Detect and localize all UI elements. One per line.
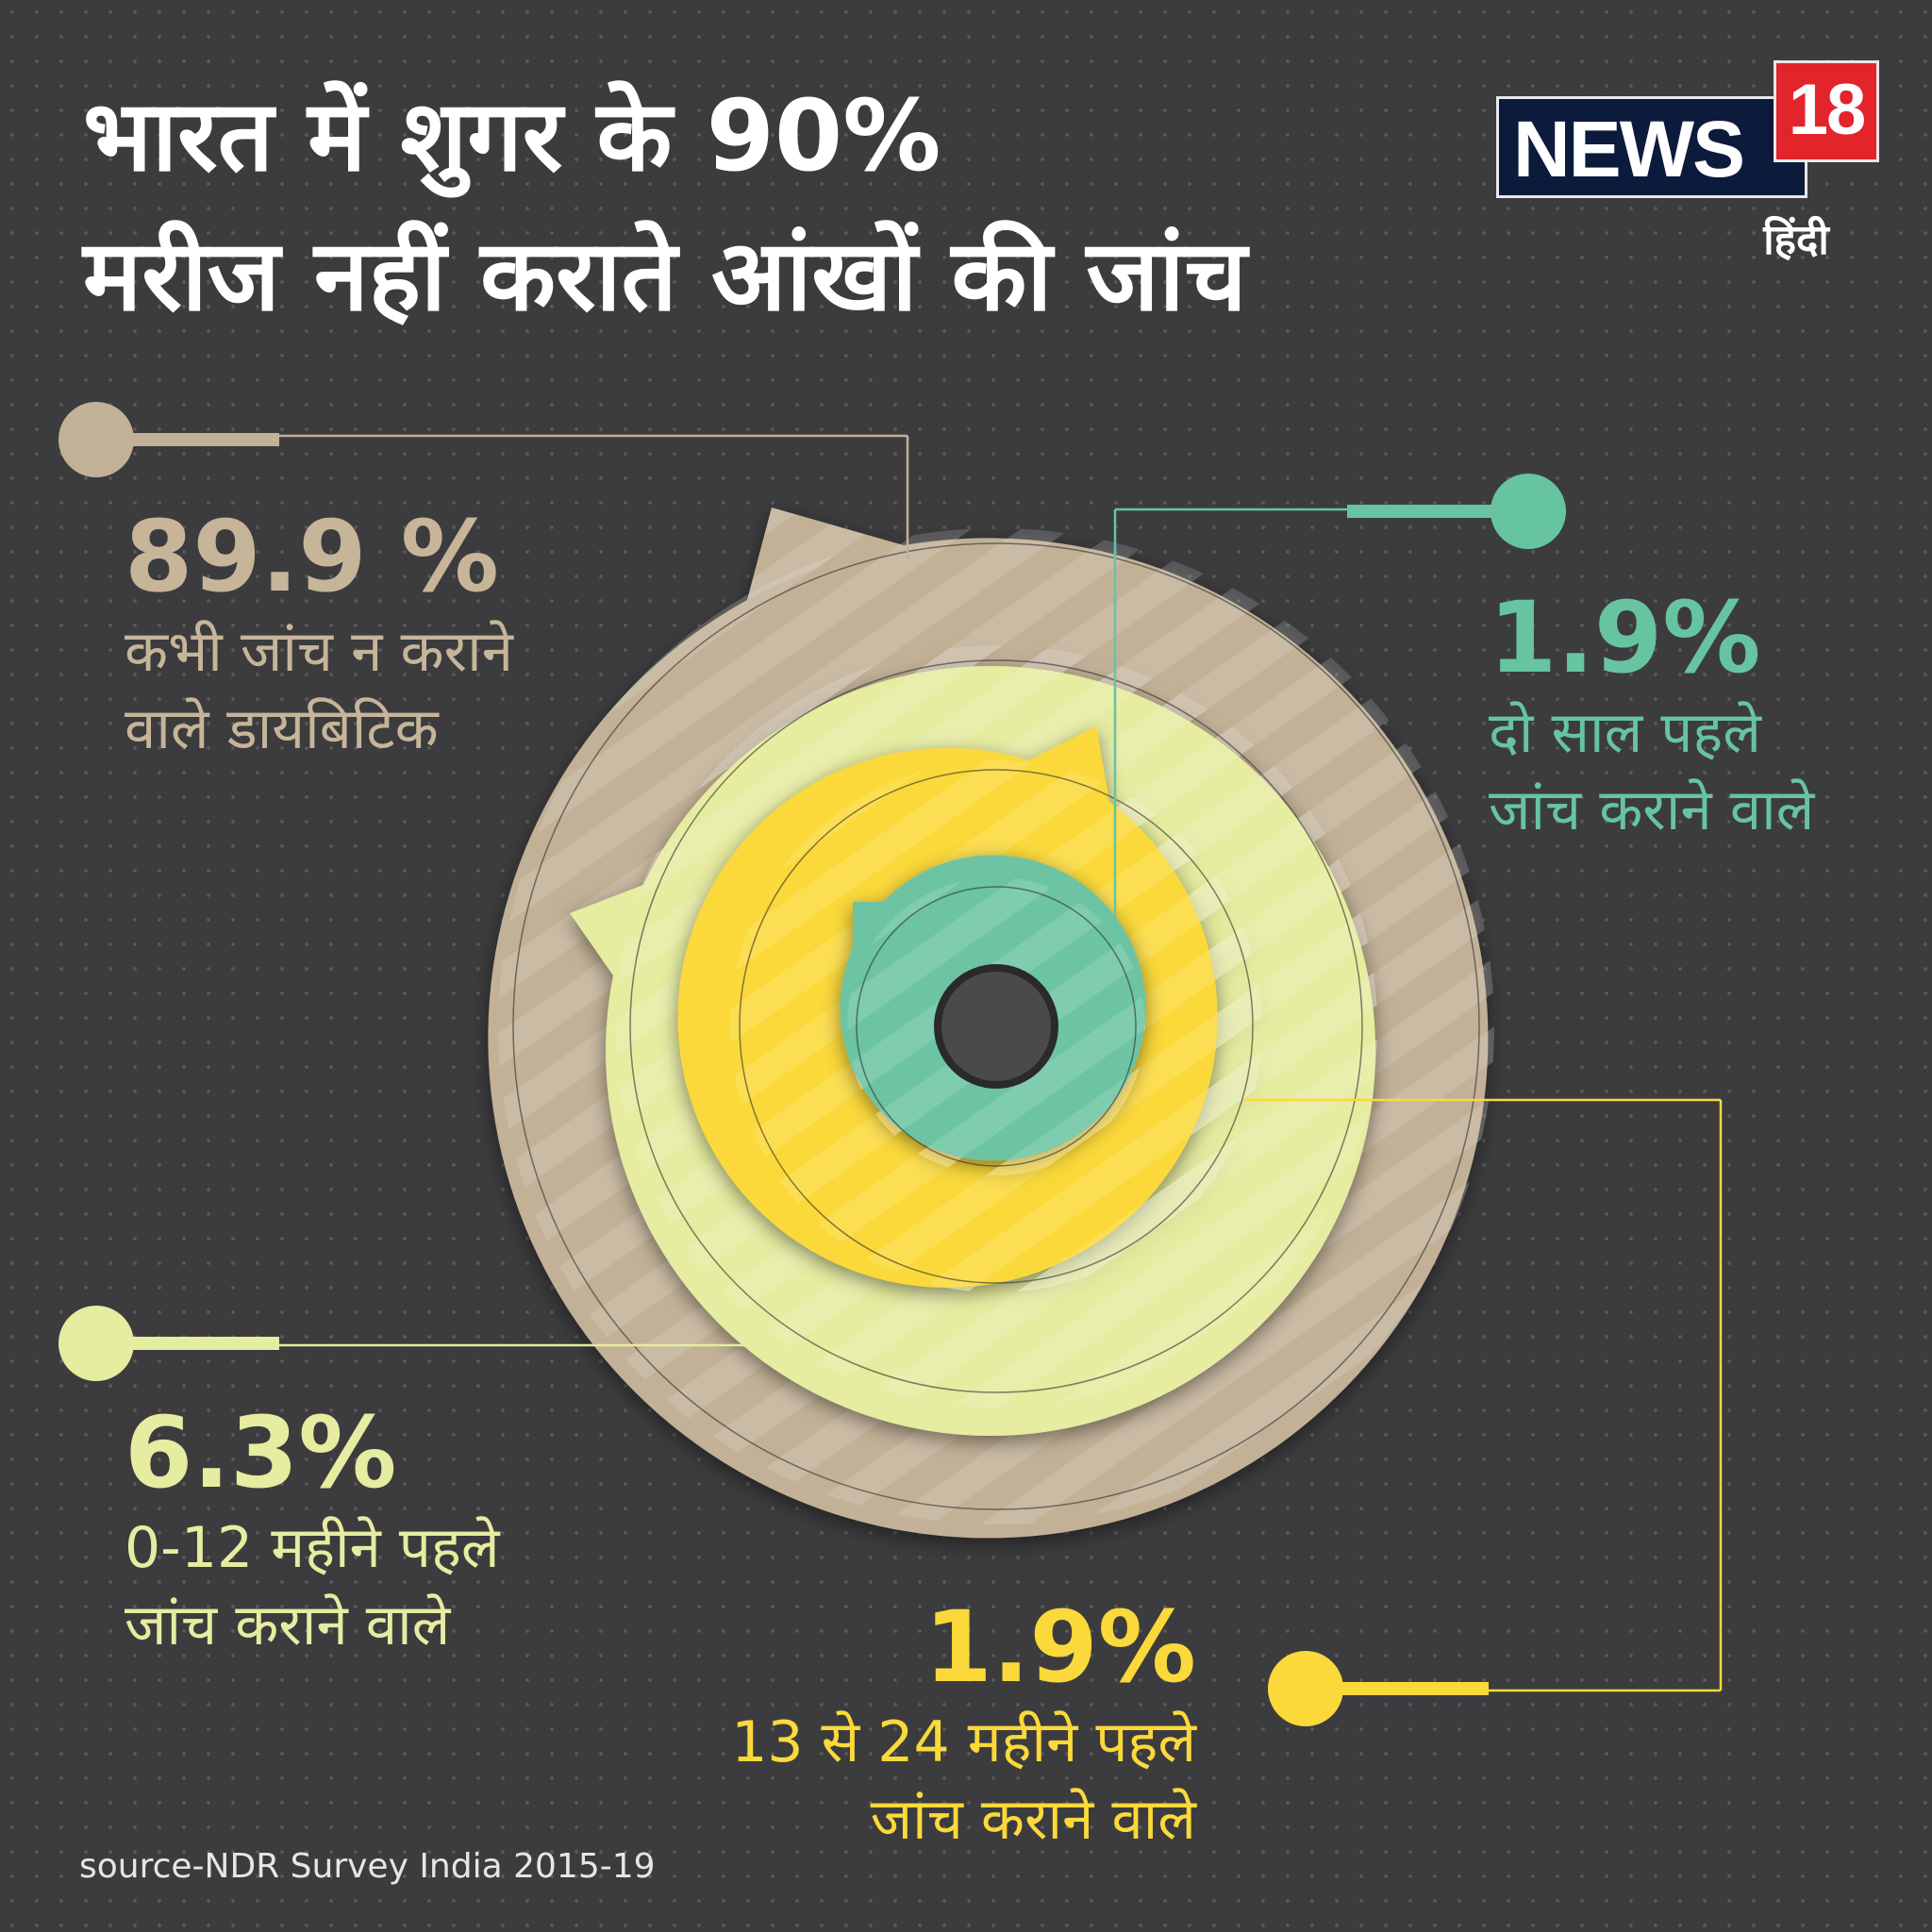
title-line-2: मरीज नहीं कराते आंखों की जांच: [83, 218, 1247, 333]
leader-yellow: [1243, 1098, 1723, 1726]
callout-label-line-1: कभी जांच न कराने: [125, 619, 513, 685]
callout-label-line-1: 0-12 महीने पहले: [125, 1515, 500, 1581]
callout-label-line-2: जांच कराने वाले: [1489, 777, 1815, 843]
title-line-1: भारत में शुगर के 90%: [83, 78, 941, 193]
logo-hindi-text: हिंदी: [1763, 216, 1829, 264]
leader-green: [1113, 474, 1566, 932]
callout-0-12-months: 6.3% 0-12 महीने पहले जांच कराने वाले: [125, 1396, 500, 1664]
logo-news-text: NEWS: [1513, 105, 1745, 193]
callout-label-line-2: वाले डायबिटिक: [125, 696, 439, 762]
logo-number: 18: [1774, 60, 1879, 162]
callout-label-line-2: जांच कराने वाले: [125, 1592, 451, 1658]
callout-label-line-1: 13 से 24 महीने पहले: [731, 1709, 1196, 1775]
leader-beige: [58, 402, 909, 558]
news18-hindi-logo: NEWS 18 हिंदी: [1496, 60, 1881, 264]
page-title: भारत में शुगर के 90% मरीज नहीं कराते आंख…: [83, 66, 1247, 345]
callout-label-line-1: दो साल पहले: [1489, 700, 1761, 766]
callout-value: 1.9%: [1489, 580, 1761, 695]
center-hole: [934, 964, 1058, 1089]
callout-13-24-months: 1.9% 13 से 24 महीने पहले जांच कराने वाले: [731, 1591, 1196, 1858]
callout-value: 89.9 %: [125, 499, 500, 614]
callout-value: 1.9%: [924, 1590, 1196, 1705]
callout-two-years-ago: 1.9% दो साल पहले जांच कराने वाले: [1489, 581, 1814, 849]
callout-value: 6.3%: [125, 1395, 397, 1510]
callout-never-tested: 89.9 % कभी जांच न कराने वाले डायबिटिक: [125, 500, 513, 768]
source-note: source-NDR Survey India 2015-19: [79, 1847, 656, 1886]
leader-light-yellow: [58, 1306, 779, 1381]
callout-label-line-2: जांच कराने वाले: [870, 1787, 1196, 1853]
